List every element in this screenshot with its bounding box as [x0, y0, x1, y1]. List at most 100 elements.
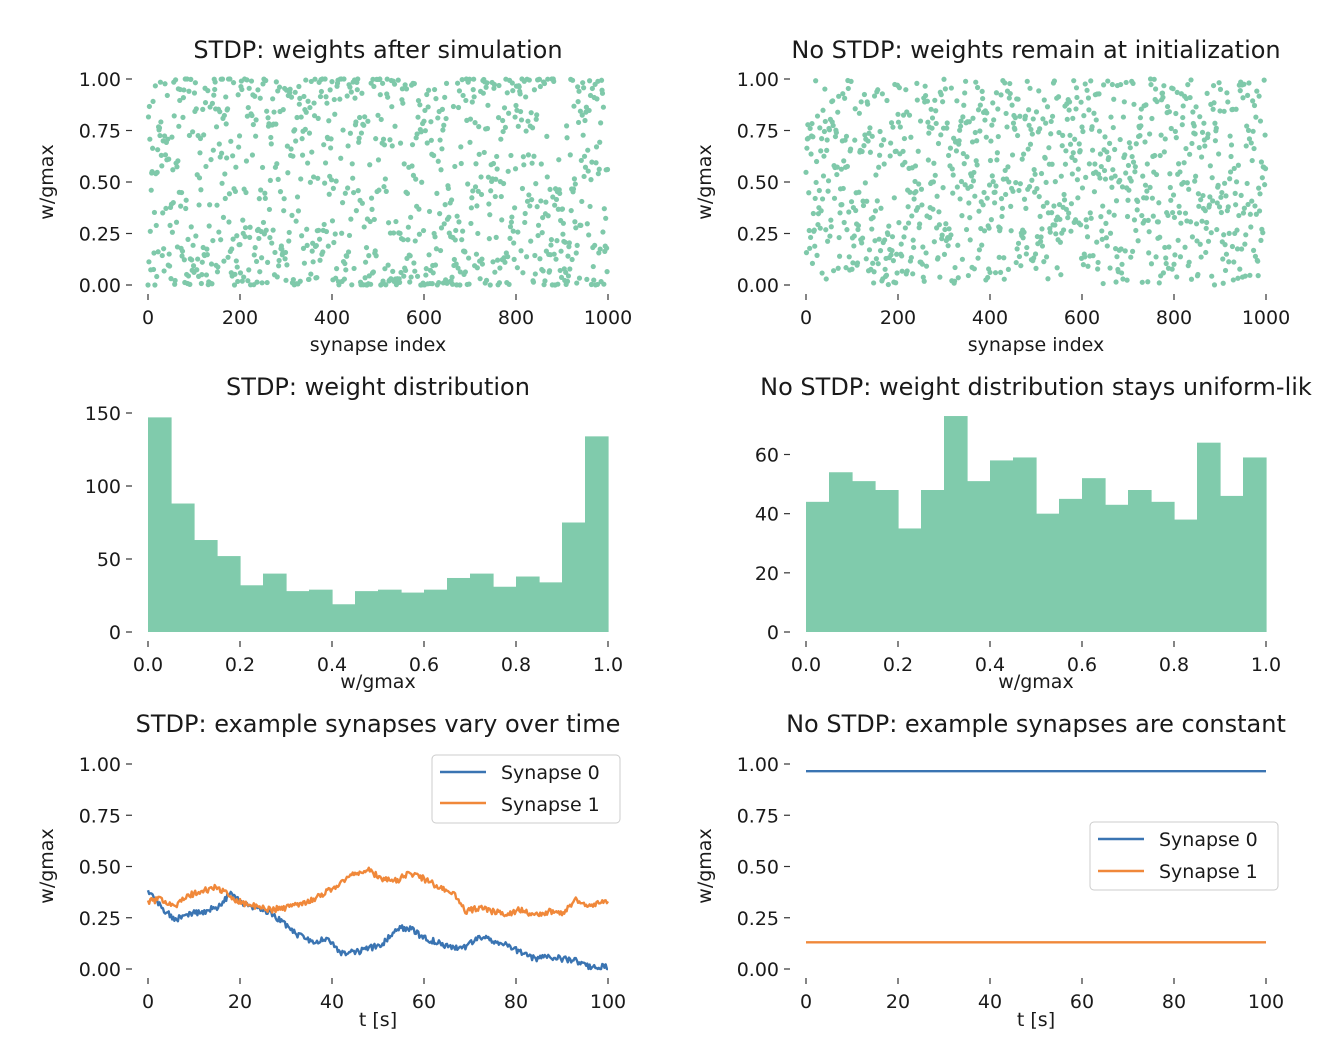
scatter-point — [1010, 188, 1016, 194]
scatter-point — [198, 187, 204, 193]
scatter-point — [368, 281, 374, 287]
histogram-bar — [1013, 457, 1037, 632]
scatter-point — [410, 172, 417, 178]
scatter-point — [328, 177, 335, 183]
scatter-point — [1198, 254, 1204, 260]
scatter-point — [839, 202, 845, 208]
scatter-point — [855, 226, 861, 233]
scatter-point — [1213, 125, 1219, 131]
scatter-point — [307, 179, 313, 185]
scatter-point — [1239, 246, 1245, 252]
trace-line-synapse-0 — [146, 889, 609, 971]
scatter-point — [601, 281, 607, 287]
scatter-point — [1032, 251, 1039, 257]
scatter-point — [1079, 124, 1085, 130]
scatter-point — [1197, 114, 1203, 120]
scatter-point — [1066, 99, 1073, 105]
scatter-point — [178, 189, 185, 196]
scatter-point — [502, 259, 508, 265]
scatter-point — [931, 160, 937, 166]
scatter-point — [986, 182, 993, 188]
scatter-point — [1068, 201, 1075, 207]
scatter-point — [1226, 230, 1232, 236]
scatter-point — [497, 265, 503, 271]
scatter-point — [1003, 191, 1009, 198]
scatter-point — [1165, 212, 1171, 219]
scatter-point — [862, 132, 868, 138]
scatter-point — [1168, 197, 1174, 203]
scatter-point — [229, 246, 235, 252]
scatter-point — [183, 205, 189, 212]
scatter-point — [1096, 91, 1102, 97]
scatter-point — [181, 87, 187, 93]
histogram-bar — [1059, 498, 1083, 632]
scatter-point — [415, 97, 422, 104]
scatter-point — [570, 186, 577, 192]
scatter-point — [1156, 280, 1162, 286]
scatter-point — [1099, 236, 1105, 242]
scatter-point — [508, 219, 514, 225]
scatter-point — [1104, 149, 1110, 155]
scatter-point — [150, 266, 157, 273]
scatter-point — [916, 181, 922, 187]
scatter-point — [887, 153, 893, 159]
panel-stdp-scatter: STDP: weights after simulation synapse i… — [36, 36, 632, 356]
scatter-point — [555, 206, 561, 212]
scatter-point — [390, 268, 396, 274]
scatter-point — [930, 206, 936, 212]
scatter-point — [604, 166, 611, 173]
scatter-point — [864, 198, 870, 204]
scatter-point — [908, 134, 914, 140]
scatter-point — [814, 252, 820, 258]
scatter-point — [808, 234, 814, 241]
scatter-point — [1154, 98, 1160, 105]
scatter-point — [886, 223, 892, 229]
scatter-point — [1259, 175, 1265, 181]
scatter-point — [1257, 118, 1264, 124]
scatter-point — [1062, 161, 1069, 167]
scatter-point — [851, 233, 857, 239]
scatter-point — [580, 132, 586, 138]
scatter-point — [564, 123, 570, 129]
scatter-point — [1202, 143, 1208, 149]
scatter-point — [380, 136, 387, 142]
scatter-point — [1118, 270, 1125, 276]
scatter-point — [569, 77, 576, 83]
scatter-point — [389, 143, 395, 149]
scatter-point — [821, 153, 827, 159]
scatter-point — [1057, 239, 1063, 245]
scatter-point — [180, 114, 186, 120]
x-tick-label: 0.4 — [975, 654, 1005, 676]
scatter-point — [385, 262, 391, 268]
scatter-point — [349, 282, 355, 288]
scatter-point — [933, 108, 939, 114]
scatter-point — [362, 259, 369, 265]
scatter-point — [1209, 175, 1215, 181]
scatter-point — [1243, 143, 1249, 149]
scatter-point — [537, 256, 543, 262]
histogram-bar — [806, 501, 830, 632]
scatter-point — [249, 152, 256, 158]
scatter-point — [919, 261, 925, 267]
scatter-point — [415, 114, 421, 120]
scatter-point — [331, 239, 337, 246]
scatter-point — [443, 115, 449, 122]
scatter-point — [510, 88, 516, 94]
scatter-point — [833, 129, 839, 136]
scatter-point — [902, 225, 908, 231]
scatter-point — [228, 138, 234, 144]
y-tick-label: 150 — [85, 403, 121, 425]
scatter-point — [327, 87, 333, 93]
scatter-point — [397, 279, 403, 285]
scatter-point — [545, 213, 551, 219]
scatter-point — [1107, 230, 1114, 236]
scatter-point — [1251, 145, 1257, 152]
scatter-point — [1193, 221, 1200, 227]
scatter-point — [280, 107, 286, 113]
scatter-point — [506, 281, 512, 287]
scatter-point — [157, 79, 164, 85]
scatter-point — [236, 133, 243, 139]
scatter-point — [393, 218, 399, 225]
scatter-point — [903, 87, 909, 93]
scatter-point — [532, 252, 538, 259]
